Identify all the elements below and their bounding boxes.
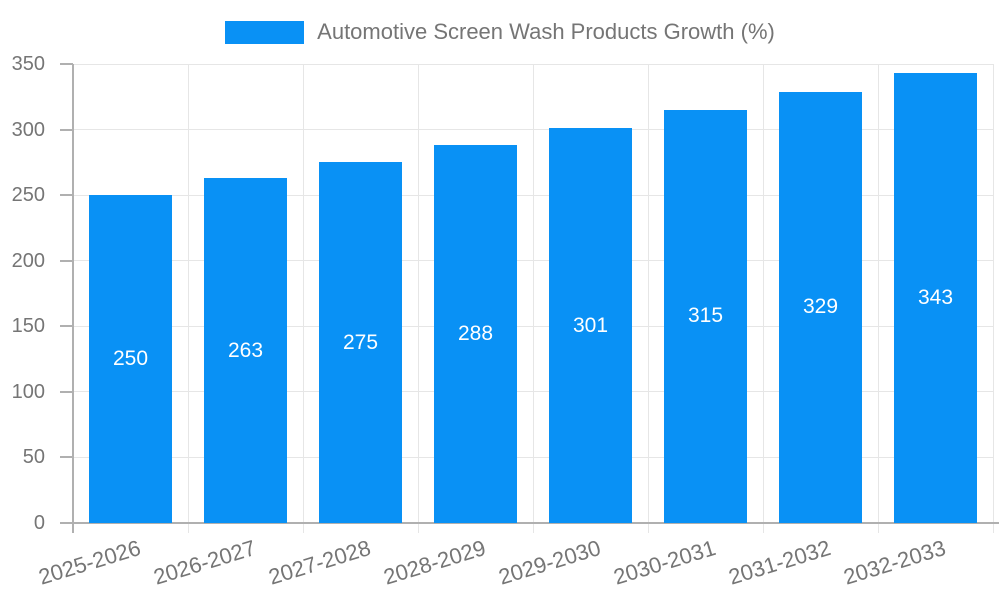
bar-value-label: 301	[572, 313, 609, 337]
x-axis-label: 2025-2026	[35, 535, 144, 590]
x-axis-line	[73, 522, 999, 524]
gridline-vertical	[762, 64, 764, 533]
bar[interactable]	[204, 178, 287, 523]
y-axis-tick	[60, 63, 73, 65]
gridline-vertical	[877, 64, 879, 533]
gridline-vertical	[302, 64, 304, 533]
y-axis-line	[72, 64, 74, 533]
bar[interactable]	[434, 145, 517, 523]
y-axis-tick	[60, 522, 73, 524]
legend-label: Automotive Screen Wash Products Growth (…	[317, 19, 775, 44]
y-axis-tick	[60, 456, 73, 459]
bar[interactable]	[664, 109, 747, 523]
y-axis-label: 100	[11, 380, 45, 403]
y-axis-label: 250	[11, 184, 45, 207]
x-axis-label: 2029-2030	[495, 535, 604, 590]
gridline-vertical	[187, 64, 189, 533]
x-axis-label: 2027-2028	[265, 535, 374, 590]
bar[interactable]	[89, 195, 172, 523]
y-axis-tick	[60, 194, 73, 197]
y-axis-tick	[60, 259, 73, 262]
gridline-vertical	[992, 64, 994, 533]
legend-swatch	[225, 20, 305, 44]
y-axis-label: 200	[11, 249, 45, 272]
y-axis-tick	[60, 325, 73, 328]
x-axis-label: 2032-2033	[840, 535, 949, 590]
gridline-vertical	[647, 64, 649, 533]
bar[interactable]	[549, 128, 632, 523]
bar[interactable]	[319, 162, 402, 523]
y-axis-label: 350	[11, 53, 45, 75]
legend[interactable]: Automotive Screen Wash Products Growth (…	[0, 19, 1000, 45]
y-axis-label: 50	[22, 446, 45, 469]
bar-value-label: 263	[227, 338, 264, 362]
y-axis-label: 150	[11, 315, 45, 338]
y-axis-tick	[60, 390, 73, 393]
y-axis-tick	[60, 128, 73, 131]
y-axis-label: 0	[33, 512, 45, 534]
bar-value-label: 329	[802, 295, 839, 319]
x-axis-label: 2028-2029	[380, 535, 489, 590]
bar-value-label: 288	[457, 322, 494, 346]
bar-value-label: 315	[687, 304, 724, 328]
x-axis-label: 2030-2031	[610, 535, 719, 590]
bar-value-label: 250	[112, 347, 149, 371]
gridline-vertical	[417, 64, 419, 533]
bar-value-label: 275	[342, 330, 379, 354]
gridline-vertical	[532, 64, 534, 533]
y-axis-label: 300	[11, 118, 45, 141]
x-axis-label: 2031-2032	[725, 535, 834, 590]
bar[interactable]	[779, 91, 862, 523]
bar-value-label: 343	[917, 286, 954, 310]
x-axis-label: 2026-2027	[150, 535, 259, 590]
bar[interactable]	[894, 73, 977, 523]
